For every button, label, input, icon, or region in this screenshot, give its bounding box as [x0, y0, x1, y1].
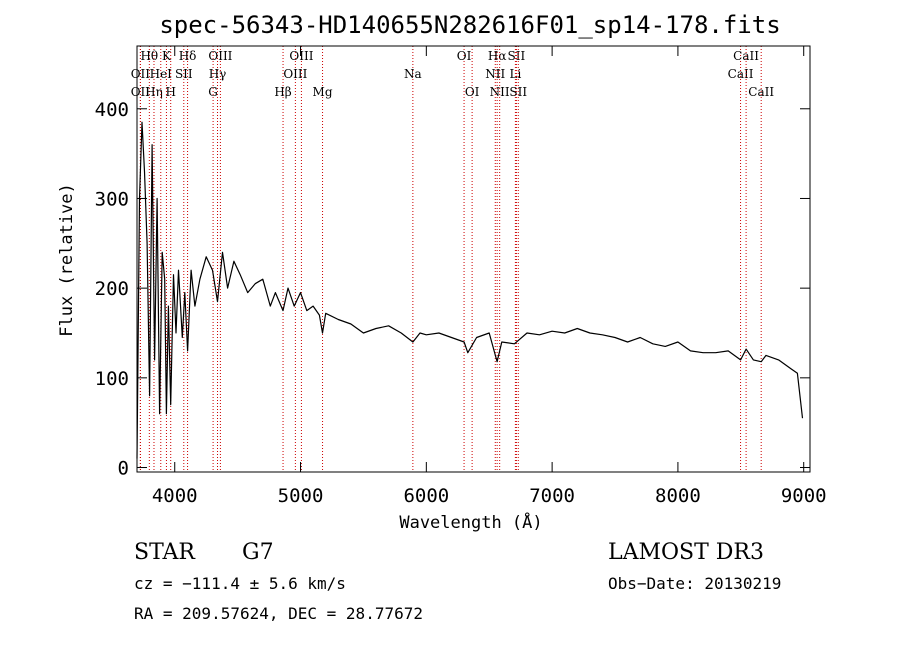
line-marker-label: Hθ	[140, 49, 158, 63]
line-marker-label: Hδ	[179, 49, 197, 63]
line-marker-label: Hη	[145, 85, 163, 99]
line-marker-label: CaII	[728, 67, 754, 81]
y-tick-label: 300	[95, 188, 129, 210]
emission-line-markers: OIIOIIHθHηHeIKHSIIHδHγGOIIIHβOIIIOIIIMgN…	[131, 46, 774, 472]
x-tick-label: 6000	[403, 485, 449, 507]
line-marker-label: SII	[509, 85, 527, 99]
line-marker-label: G	[208, 85, 218, 99]
line-marker-label: CaII	[733, 49, 759, 63]
x-tick-label: 4000	[152, 485, 198, 507]
observation-date: Obs−Date: 20130219	[608, 574, 782, 593]
y-axis-label: Flux (relative)	[57, 183, 77, 337]
line-marker-label: SII	[508, 49, 526, 63]
line-marker-label: Na	[404, 67, 422, 81]
line-marker-label: H	[165, 85, 175, 99]
y-tick-label: 400	[95, 99, 129, 121]
sky-coordinates: RA = 209.57624, DEC = 28.77672	[134, 604, 423, 623]
line-marker-label: OI	[457, 49, 472, 63]
line-marker-label: Hβ	[274, 85, 291, 99]
line-marker-label: OIII	[283, 67, 307, 81]
plot-frame	[136, 45, 811, 473]
line-marker-label: OI	[465, 85, 480, 99]
object-subclass: G7	[242, 540, 274, 565]
x-axis-label: Wavelength (Å)	[399, 511, 542, 533]
line-marker-label: NII	[490, 85, 510, 99]
line-marker-label: SII	[175, 67, 193, 81]
line-marker-label: K	[162, 49, 172, 63]
chart-title: spec-56343-HD140655N282616F01_sp14-178.f…	[159, 11, 780, 39]
line-marker-label: Hγ	[209, 67, 227, 81]
x-tick-label: 8000	[655, 485, 701, 507]
y-tick-label: 0	[118, 458, 129, 480]
y-tick-label: 200	[95, 278, 129, 300]
redshift-velocity: cz = −111.4 ± 5.6 km/s	[134, 574, 346, 593]
line-marker-label: OIII	[289, 49, 313, 63]
line-marker-label: Hα	[488, 49, 507, 63]
survey-name: LAMOST DR3	[608, 540, 764, 565]
line-marker-label: HeI	[150, 67, 173, 81]
line-marker-label: NII	[485, 67, 505, 81]
y-axis-ticks: 0 100 200 300 400	[95, 99, 810, 480]
x-tick-label: 7000	[529, 485, 575, 507]
x-axis-ticks: 4000 5000 6000 7000 8000 9000	[152, 46, 827, 507]
x-tick-label: 5000	[278, 485, 324, 507]
line-marker-label: Mg	[313, 85, 333, 99]
line-marker-label: Li	[509, 67, 521, 81]
line-marker-label: CaII	[748, 85, 774, 99]
line-marker-label: OIII	[208, 49, 232, 63]
x-tick-label: 9000	[781, 485, 827, 507]
y-tick-label: 100	[95, 368, 129, 390]
object-class: STAR	[134, 540, 195, 565]
spectrum-line	[136, 121, 804, 459]
spectrum-layer	[136, 121, 804, 459]
line-marker-label: OII	[131, 85, 151, 99]
